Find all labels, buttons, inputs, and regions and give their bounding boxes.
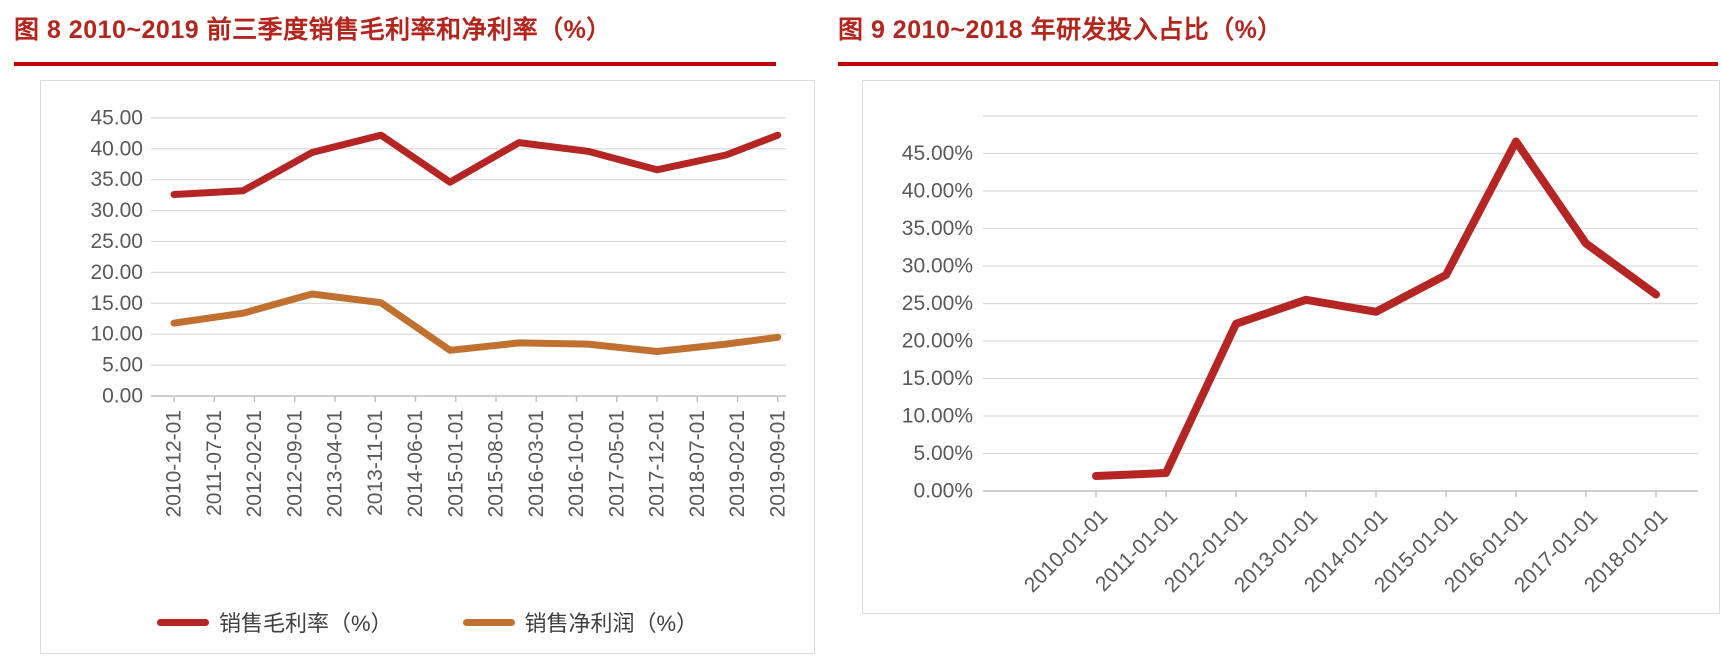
figure8-title-rule [14,62,776,66]
y-tick-label: 10.00% [902,405,973,428]
y-tick-label: 40.00 [90,137,143,160]
series-line-1 [170,290,782,355]
figure8-title: 图 8 2010~2019 前三季度销售毛利率和净利率（%） [14,16,612,44]
series-line-0 [170,131,782,198]
rd-expense-ratio-chart-canvas: 0.00% 5.00% 10.00% 15.00% 20.00% 25.00% 30.00%… [902,115,1698,597]
series-line-rd-ratio [1092,137,1660,480]
y-tick-label: 40.00% [902,180,973,203]
y-tick-label: 45.00% [902,142,973,165]
figure9-title-rule [838,62,1718,66]
figure9-title: 图 9 2010~2018 年研发投入占比（%） [838,16,1283,44]
y-tick-label: 10.00 [90,323,143,346]
x-tick-label: 2018-07-01 [686,410,709,517]
y-tick-label: 45.00 [90,106,143,129]
x-tick-label: 2017-12-01 [646,410,669,517]
y-tick-label: 0.00% [913,480,973,503]
x-tick-label: 2012-02-01 [243,410,266,517]
y-tick-label: 20.00% [902,330,973,353]
x-tick-label: 2016-03-01 [525,410,548,517]
y-tick-label: 5.00% [913,442,973,465]
x-tick-label: 2019-09-01 [766,410,789,517]
figure8-legend: 销售毛利率（%） 销售净利润（%） [41,606,814,638]
y-tick-label: 25.00% [902,292,973,315]
y-tick-label: 35.00% [902,217,973,240]
legend-line-swatch-icon [462,618,515,626]
y-tick-label: 15.00 [90,292,143,315]
x-tick-label: 2019-02-01 [726,410,749,517]
y-tick-label: 15.00% [902,367,973,390]
y-tick-label: 35.00 [90,168,143,191]
x-tick-label: 2013-04-01 [324,410,347,517]
x-tick-label: 2015-01-01 [444,410,467,517]
y-tick-label: 30.00% [902,255,973,278]
gross-net-margin-chart: 0.00 5.00 10.00 15.00 20.00 25.00 30.00 35.00 40… [40,80,815,654]
x-tick-label: 2017-05-01 [605,410,628,517]
x-tick-label: 2011-07-01 [203,410,226,516]
legend-item-1: 销售净利润（%） [462,606,699,638]
legend-line-swatch-icon [156,618,209,626]
x-tick-label: 2012-09-01 [283,410,306,517]
y-tick-label: 5.00 [102,354,143,377]
y-tick-label: 0.00 [102,385,143,408]
x-tick-label: 2016-10-01 [565,410,588,517]
y-tick-label: 20.00 [90,261,143,284]
x-tick-label: 2014-06-01 [404,410,427,517]
rd-expense-ratio-chart: 0.00% 5.00% 10.00% 15.00% 20.00% 25.00% 30.00%… [862,80,1720,614]
x-tick-label: 2015-08-01 [485,410,508,517]
x-tick-label: 2013-11-01 [364,410,387,516]
gross-net-margin-chart-canvas: 0.00 5.00 10.00 15.00 20.00 25.00 30.00 35.00 40… [90,106,789,517]
legend-label: 销售毛利率（%） [218,611,393,636]
y-tick-label: 25.00 [90,230,143,253]
y-tick-label: 30.00 [90,199,143,222]
x-tick-label: 2010-12-01 [163,410,186,517]
legend-item-0: 销售毛利率（%） [156,606,393,638]
legend-label: 销售净利润（%） [524,611,699,636]
